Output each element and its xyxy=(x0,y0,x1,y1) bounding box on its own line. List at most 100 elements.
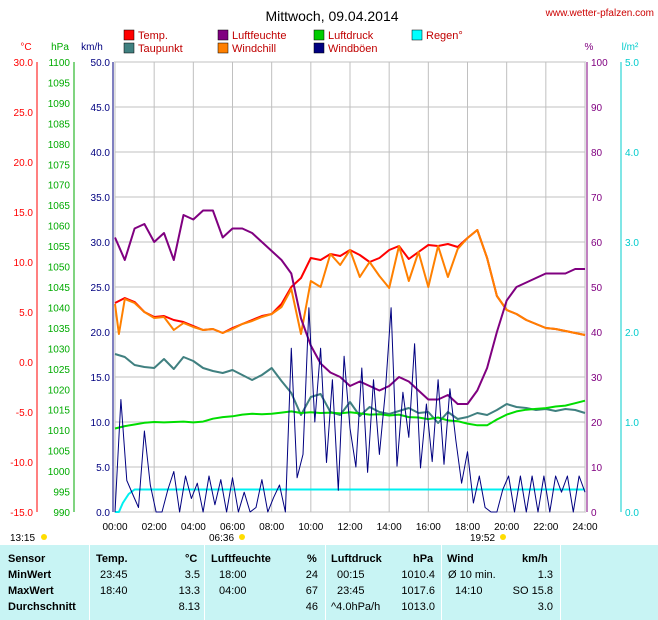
pressure-time: 00:15 xyxy=(337,569,365,581)
x-tick-label: 12:00 xyxy=(337,522,362,533)
table-row: MinWert 23:45 3.5 18:00 24 00:15 1010.4 … xyxy=(0,569,658,584)
pressure-tick-label: 1025 xyxy=(48,365,71,376)
humidity-time: 18:00 xyxy=(219,569,247,581)
pressure-tick-label: 1070 xyxy=(48,181,71,192)
temp-value: 13.3 xyxy=(178,585,200,597)
pressure-trend: ^4.0hPa/h xyxy=(331,601,381,613)
humidity-value: 67 xyxy=(305,585,318,597)
header-wind: Wind xyxy=(447,553,474,565)
series-luftfeuchte-line xyxy=(114,209,585,405)
legend-luftdruck-swatch xyxy=(313,29,325,41)
pressure-tick-label: 1065 xyxy=(48,201,71,212)
chart-title: Mittwoch, 09.04.2014 xyxy=(265,8,398,24)
legend-windb-en-swatch xyxy=(313,42,325,54)
x-tick-label: 16:00 xyxy=(416,522,441,533)
legend-luftdruck-label: Luftdruck xyxy=(328,30,374,42)
humidity-tick-label: 20 xyxy=(591,418,603,429)
x-tick-label: 08:00 xyxy=(259,522,284,533)
temp-tick-label: 15.0 xyxy=(14,208,34,219)
pressure-tick-label: 995 xyxy=(53,488,70,499)
pressure-tick-label: 1075 xyxy=(48,160,71,171)
pressure-tick-label: 1100 xyxy=(48,58,70,69)
x-tick-label: 10:00 xyxy=(298,522,323,533)
series-taupunkt-line xyxy=(114,353,586,424)
table-divider xyxy=(89,545,90,620)
pressure-tick-label: 1080 xyxy=(48,140,71,151)
header-pressure-unit: hPa xyxy=(413,553,434,565)
row-label: Durchschnitt xyxy=(8,601,76,613)
wind-tick-label: 35.0 xyxy=(91,193,111,204)
sunrise-label: 06:36 xyxy=(209,533,234,544)
temp-unit-label: °C xyxy=(20,42,31,53)
pressure-value: 1017.6 xyxy=(401,585,435,597)
wind-tick-label: 30.0 xyxy=(91,238,111,249)
table-divider xyxy=(560,545,561,620)
x-tick-label: 22:00 xyxy=(533,522,558,533)
temp-tick-label: -10.0 xyxy=(10,458,33,469)
temp-tick-label: 25.0 xyxy=(14,108,34,119)
pressure-tick-label: 1045 xyxy=(48,283,71,294)
legend-windchill-label: Windchill xyxy=(232,43,276,55)
pressure-tick-label: 1055 xyxy=(48,242,71,253)
sun-icon xyxy=(41,534,47,540)
source-link[interactable]: www.wetter-pfalzen.com xyxy=(545,8,654,19)
humidity-value: 46 xyxy=(305,601,318,613)
legend-windchill-swatch xyxy=(217,42,229,54)
pressure-tick-label: 1015 xyxy=(48,406,71,417)
x-tick-label: 18:00 xyxy=(455,522,480,533)
pressure-tick-label: 1085 xyxy=(48,119,71,130)
humidity-unit-label: % xyxy=(585,42,594,53)
row-label: MaxWert xyxy=(8,585,54,597)
temp-value: 8.13 xyxy=(178,601,200,613)
pressure-tick-label: 990 xyxy=(53,508,70,519)
stats-table: Sensor Temp. °C Luftfeuchte % Luftdruck … xyxy=(0,545,658,620)
rain-tick-label: 2.0 xyxy=(625,328,639,339)
wind-tick-label: 25.0 xyxy=(91,283,111,294)
pressure-tick-label: 1000 xyxy=(48,467,71,478)
rain-tick-label: 3.0 xyxy=(625,238,639,249)
legend-luftfeuchte-swatch xyxy=(217,29,229,41)
x-tick-label: 04:00 xyxy=(181,522,206,533)
wind-tick-label: 45.0 xyxy=(91,103,111,114)
header-sensor: Sensor xyxy=(8,553,46,565)
sunset-icon xyxy=(500,534,506,540)
humidity-tick-label: 10 xyxy=(591,463,603,474)
pressure-time: 23:45 xyxy=(337,585,365,597)
wind-tick-label: 50.0 xyxy=(91,58,111,69)
legend-luftfeuchte-label: Luftfeuchte xyxy=(232,30,286,42)
pressure-tick-label: 1060 xyxy=(48,222,71,233)
humidity-tick-label: 50 xyxy=(591,283,603,294)
legend-taupunkt-label: Taupunkt xyxy=(138,43,183,55)
rain-tick-label: 0.0 xyxy=(625,508,639,519)
header-humidity-unit: % xyxy=(307,553,317,565)
temp-tick-label: 10.0 xyxy=(14,258,34,269)
pressure-tick-label: 1095 xyxy=(48,78,71,89)
wind-value: 1.3 xyxy=(537,569,553,581)
table-divider xyxy=(204,545,205,620)
sun-markers: 13:15 06:36 19:52 xyxy=(10,533,506,544)
pressure-tick-label: 1030 xyxy=(48,344,71,355)
x-tick-label: 14:00 xyxy=(377,522,402,533)
chart-series xyxy=(114,209,586,513)
daylength-label: 13:15 xyxy=(10,533,35,544)
header-wind-unit: km/h xyxy=(522,553,548,565)
wind-time: 14:10 xyxy=(455,585,483,597)
rain-tick-label: 1.0 xyxy=(625,418,639,429)
wind-tick-label: 0.0 xyxy=(96,508,110,519)
sunrise-icon xyxy=(239,534,245,540)
humidity-tick-label: 30 xyxy=(591,373,603,384)
humidity-tick-label: 90 xyxy=(591,103,603,114)
legend-regen-swatch xyxy=(411,29,423,41)
wind-value: SO 15.8 xyxy=(512,585,553,597)
pressure-tick-label: 1050 xyxy=(48,263,71,274)
pressure-unit-label: hPa xyxy=(51,42,69,53)
temp-tick-label: -5.0 xyxy=(16,408,34,419)
pressure-tick-label: 1010 xyxy=(48,426,71,437)
wind-value: 3.0 xyxy=(537,601,553,613)
header-pressure: Luftdruck xyxy=(331,553,382,565)
series-regen-line xyxy=(115,488,585,513)
wind-tick-label: 15.0 xyxy=(91,373,111,384)
wind-tick-label: 10.0 xyxy=(91,418,111,429)
rain-tick-label: 4.0 xyxy=(625,148,639,159)
humidity-value: 24 xyxy=(305,569,318,581)
